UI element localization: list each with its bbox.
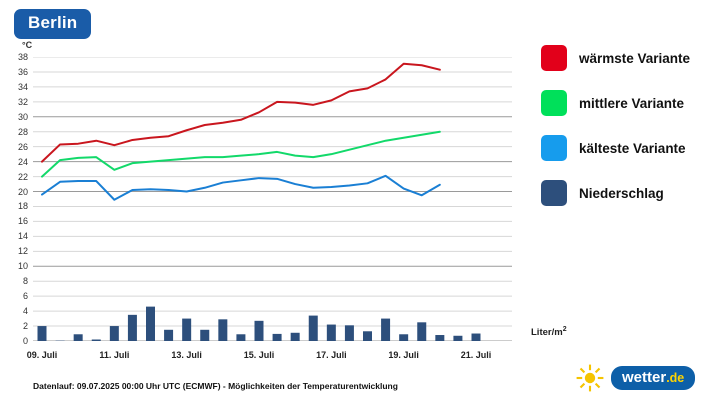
y-axis-tick: 38 <box>17 52 28 62</box>
precipitation-bar <box>218 319 228 341</box>
precipitation-bars <box>37 306 481 341</box>
logo-pill: wetter.de <box>611 365 696 391</box>
square-swatch-icon <box>541 135 567 161</box>
gridlines <box>33 57 512 341</box>
precipitation-bar <box>200 329 210 341</box>
precipitation-bar <box>399 334 409 341</box>
precipitation-unit-text: Liter/m <box>531 327 563 339</box>
temperature-line <box>41 130 441 178</box>
legend-item-label: mittlere Variante <box>579 95 685 111</box>
y-axis-tick: 34 <box>17 81 28 92</box>
sun-icon <box>576 364 604 392</box>
precipitation-bar <box>254 320 264 341</box>
x-axis-tick: 21. Juli <box>460 350 492 360</box>
x-axis-tick: 17. Juli <box>316 350 347 360</box>
precipitation-bar <box>91 339 101 341</box>
y-axis-tick: 6 <box>22 291 28 302</box>
temperature-lines <box>41 62 441 201</box>
square-swatch-icon <box>541 45 567 71</box>
precipitation-bar <box>109 326 119 341</box>
temperature-line <box>41 174 441 201</box>
x-axis-tick: 11. Juli <box>99 350 130 360</box>
precipitation-bar <box>182 318 192 341</box>
city-badge[interactable]: Berlin <box>14 9 92 39</box>
legend-item[interactable]: kälteste Variante <box>541 135 713 161</box>
y-axis-tick: 24 <box>17 156 28 167</box>
y-axis-tick: 8 <box>22 276 28 287</box>
legend-item-label: wärmste Variante <box>579 50 691 66</box>
y-axis-tick: 26 <box>17 141 28 152</box>
y-axis-tick: 20 <box>17 186 28 197</box>
chart-plot-area <box>33 57 512 341</box>
y-axis-tick: 0 <box>22 336 28 346</box>
precipitation-bar <box>37 326 47 341</box>
y-axis-tick: 28 <box>17 126 28 137</box>
precipitation-bar <box>453 335 463 341</box>
legend-item-label: Niederschlag <box>579 185 664 201</box>
precipitation-bar <box>127 314 137 341</box>
y-axis-tick: 14 <box>17 231 28 242</box>
x-axis-tick: 15. Juli <box>243 350 275 360</box>
temperature-line <box>41 62 441 163</box>
precipitation-bar <box>435 335 445 341</box>
precipitation-bar <box>471 333 481 341</box>
y-axis-tick: 2 <box>22 321 28 332</box>
y-axis-unit-label: °C <box>22 40 33 50</box>
y-axis-tick: 16 <box>17 216 28 227</box>
precipitation-bar <box>326 324 336 341</box>
legend-item[interactable]: Niederschlag <box>541 180 713 206</box>
precipitation-bar <box>164 329 174 341</box>
precipitation-bar <box>236 334 246 341</box>
precipitation-bar <box>363 331 372 341</box>
legend-item[interactable]: mittlere Variante <box>541 90 713 116</box>
chart-svg <box>33 57 512 341</box>
y-axis-tick: 30 <box>17 111 28 122</box>
x-axis-tick: 09. Juli <box>26 350 58 360</box>
legend-item-label: kälteste Variante <box>579 140 686 156</box>
y-axis-tick: 18 <box>17 201 28 212</box>
y-axis-tick: 12 <box>17 246 28 257</box>
y-axis-tick: 4 <box>22 306 28 317</box>
y-axis-tick: 10 <box>17 261 28 272</box>
precipitation-bar <box>73 334 83 341</box>
square-swatch-icon <box>541 90 567 116</box>
precipitation-bar <box>308 315 318 341</box>
legend-item[interactable]: wärmste Variante <box>541 45 713 71</box>
precipitation-bar <box>272 333 282 341</box>
precipitation-bar <box>290 332 300 341</box>
precipitation-bar <box>344 325 354 341</box>
y-axis-tick: 32 <box>17 96 28 107</box>
logo-name: wetter <box>622 368 667 386</box>
data-run-note: Datenlauf: 09.07.2025 00:00 Uhr UTC (ECM… <box>33 381 398 391</box>
precipitation-bar <box>417 322 427 341</box>
y-axis-tick: 36 <box>17 66 28 77</box>
y-axis-tick: 22 <box>17 171 28 182</box>
precipitation-bar <box>146 306 155 341</box>
chart-legend: wärmste Variante mittlere Variante kältest… <box>541 45 713 225</box>
x-axis-tick: 13. Juli <box>171 350 202 360</box>
square-swatch-icon <box>541 180 567 206</box>
precipitation-unit-label: Liter/m2 <box>531 326 567 338</box>
x-axis-tick: 19. Juli <box>388 350 419 360</box>
logo-tld: .de <box>666 370 685 385</box>
precipitation-unit-superscript: 2 <box>562 326 567 333</box>
wetter-de-logo[interactable]: wetter.de <box>575 363 696 393</box>
precipitation-bar <box>381 318 391 341</box>
